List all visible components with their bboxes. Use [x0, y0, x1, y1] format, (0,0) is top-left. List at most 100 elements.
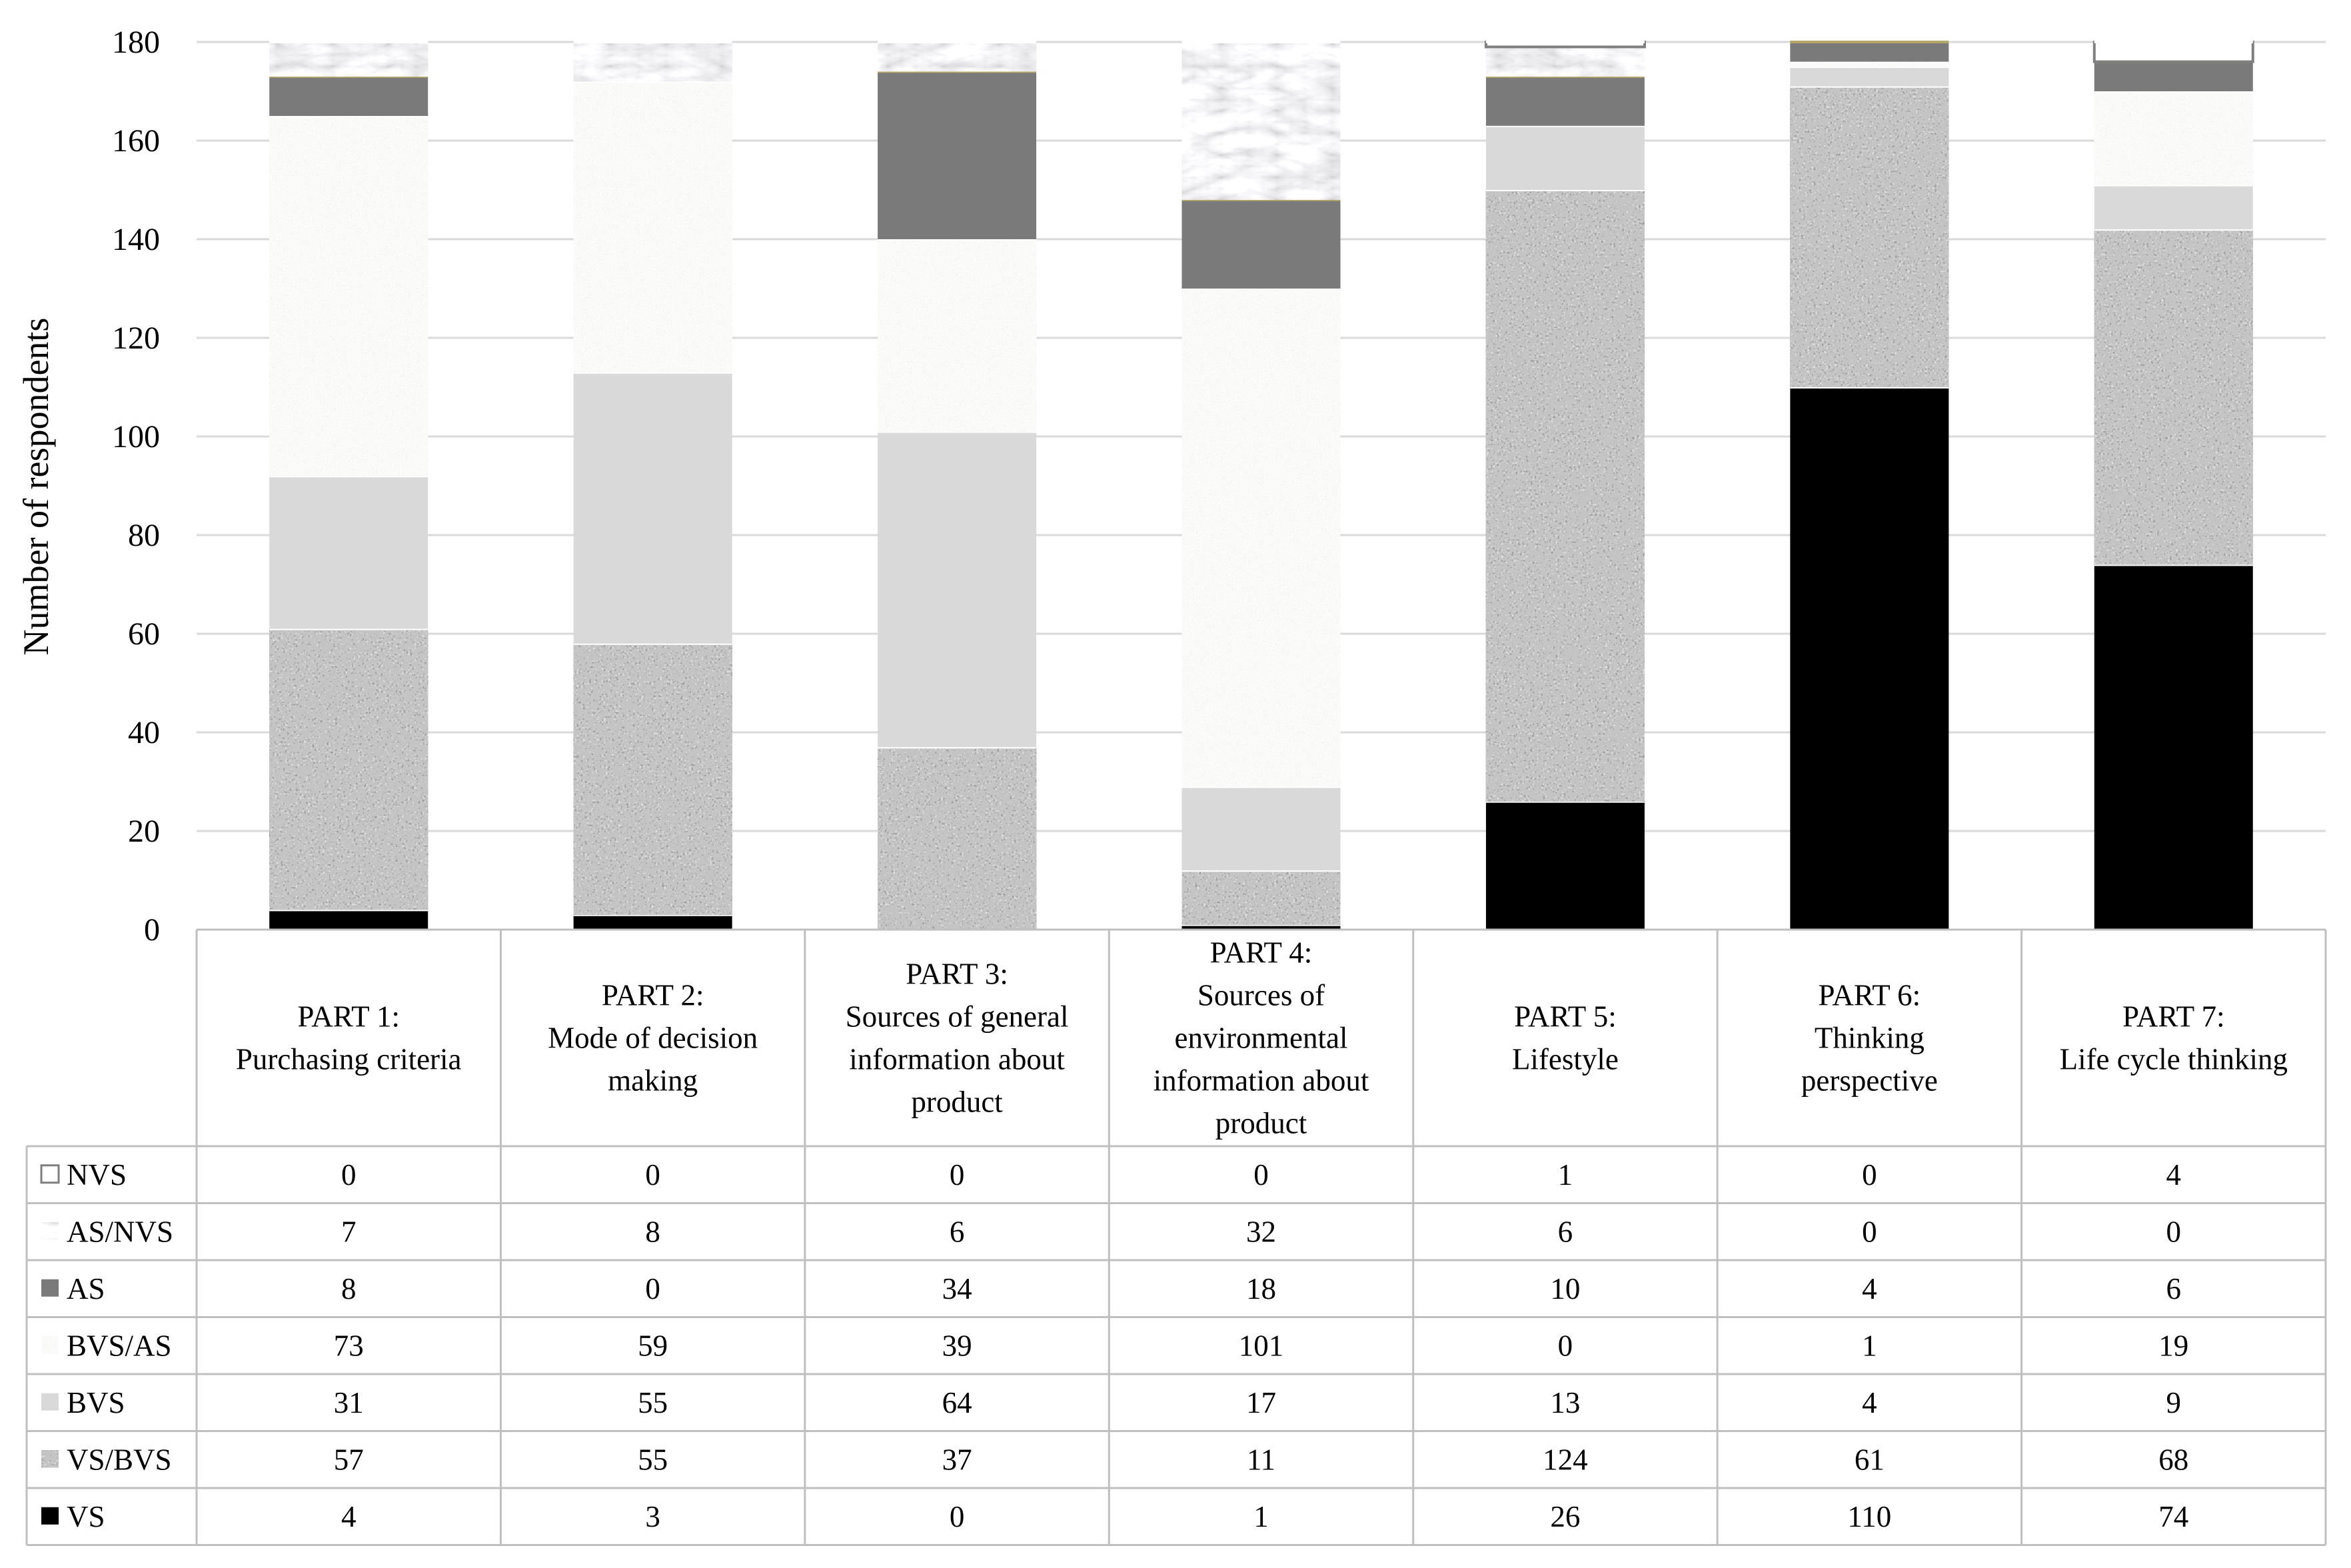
category-label: environmental: [1175, 1022, 1348, 1055]
bars: [269, 41, 2254, 930]
category-label: Thinking: [1815, 1022, 1925, 1055]
bar-segment-bvs: [878, 431, 1037, 748]
bar-segment-as-nvs: [269, 42, 428, 77]
bar-segment-bvs-as: [269, 116, 428, 476]
bar-segment-bvs: [1181, 786, 1341, 871]
data-label: 0: [1862, 1158, 1877, 1191]
bar-segment-bvs: [573, 372, 732, 644]
data-label: 9: [2166, 1386, 2182, 1419]
data-label: 55: [638, 1386, 668, 1419]
data-label: 8: [341, 1272, 357, 1305]
category-label: perspective: [1801, 1064, 1938, 1098]
data-label: 39: [942, 1329, 972, 1362]
data-label: 6: [1558, 1215, 1573, 1248]
bar-segment-bvs-as: [1790, 61, 1949, 67]
bar-segment-vs: [573, 914, 732, 930]
data-label: 61: [1855, 1443, 1885, 1476]
data-label: 3: [645, 1500, 660, 1533]
data-label: 31: [334, 1386, 364, 1419]
bar-segment-as: [1181, 199, 1341, 289]
legend-swatch-as-nvs: [41, 1222, 59, 1240]
y-tick-label: 60: [128, 616, 160, 652]
y-tick-label: 180: [112, 25, 160, 60]
data-label: 55: [638, 1443, 668, 1476]
bar-segment-nvs: [2092, 41, 2254, 63]
data-label: 1: [1558, 1158, 1573, 1191]
category-label: Purchasing criteria: [236, 1043, 462, 1076]
data-label: 32: [1246, 1215, 1276, 1248]
bar-segment-bvs: [1485, 125, 1645, 190]
category-label: PART 5:: [1514, 1000, 1617, 1034]
category-label: Sources of: [1197, 979, 1325, 1012]
data-label: 18: [1246, 1272, 1276, 1305]
data-label: 0: [950, 1158, 965, 1191]
data-label: 64: [942, 1386, 972, 1419]
data-label: 17: [1246, 1386, 1276, 1419]
bar-segment-vs: [269, 910, 428, 930]
data-label: 0: [645, 1272, 660, 1305]
data-label: 1: [1253, 1500, 1269, 1533]
category-label: product: [1215, 1107, 1307, 1140]
legend-label: BVS/AS: [67, 1329, 172, 1362]
legend-swatch-bvs-as: [41, 1336, 59, 1354]
bar-segment-vs-bvs: [1181, 870, 1341, 925]
category-label: Sources of general: [846, 1000, 1069, 1034]
data-label: 74: [2158, 1500, 2188, 1533]
data-label: 4: [341, 1500, 357, 1533]
data-label: 19: [2158, 1329, 2188, 1362]
category-label: product: [911, 1086, 1003, 1119]
category-label: information about: [849, 1043, 1065, 1076]
category-label: PART 1:: [297, 1000, 400, 1034]
data-label: 68: [2158, 1443, 2188, 1476]
category-label: Lifestyle: [1512, 1043, 1619, 1076]
data-label: 4: [2166, 1158, 2182, 1191]
legend-label: NVS: [67, 1158, 127, 1191]
category-label: Life cycle thinking: [2060, 1043, 2288, 1076]
data-label: 0: [1558, 1329, 1573, 1362]
legend-label: VS: [67, 1500, 105, 1533]
bar-segment-vs: [1485, 801, 1645, 930]
y-tick-label: 160: [112, 123, 160, 159]
y-tick-label: 0: [144, 912, 160, 948]
bar-segment-bvs-as: [878, 239, 1037, 432]
legend-label: VS/BVS: [67, 1443, 172, 1476]
y-tick-label: 100: [112, 419, 160, 454]
bar-segment-vs-bvs: [2094, 229, 2253, 565]
data-label: 4: [1862, 1272, 1877, 1305]
data-label: 6: [2166, 1272, 2182, 1305]
data-label: 7: [341, 1215, 357, 1248]
bar-segment-as: [1485, 76, 1645, 126]
category-label: information about: [1154, 1064, 1369, 1098]
data-label: 73: [334, 1329, 364, 1362]
bar-segment-bvs-as: [573, 81, 732, 373]
bar-segment-bvs: [1790, 67, 1949, 87]
legend-swatch-vs-bvs: [41, 1450, 59, 1468]
category-label: PART 4:: [1210, 936, 1313, 970]
y-axis-title: Number of respondents: [16, 318, 56, 656]
data-label: 57: [334, 1443, 364, 1476]
data-label: 59: [638, 1329, 668, 1362]
data-label: 13: [1550, 1386, 1580, 1419]
bar-segment-bvs: [269, 476, 428, 629]
category-label: PART 7:: [2122, 1000, 2225, 1034]
y-tick-label: 20: [128, 814, 160, 849]
data-label: 11: [1247, 1443, 1275, 1476]
category-label: PART 3:: [906, 958, 1008, 991]
bar-segment-as: [2094, 61, 2253, 91]
bar-segment-as-nvs: [878, 42, 1037, 72]
legend-swatch-vs: [41, 1507, 59, 1525]
data-label: 34: [942, 1272, 972, 1305]
y-tick-label: 140: [112, 222, 160, 257]
data-label: 6: [950, 1215, 965, 1248]
category-label: PART 6:: [1819, 979, 1921, 1012]
data-label: 1: [1862, 1329, 1877, 1362]
data-label: 0: [950, 1500, 965, 1533]
bar-segment-as: [269, 76, 428, 116]
data-label: 0: [1862, 1215, 1877, 1248]
bar-segment-vs-bvs: [1485, 190, 1645, 802]
data-label: 37: [942, 1443, 972, 1476]
data-label: 101: [1239, 1329, 1284, 1362]
category-label: Mode of decision: [548, 1022, 758, 1055]
bar-segment-vs-bvs: [878, 747, 1037, 930]
